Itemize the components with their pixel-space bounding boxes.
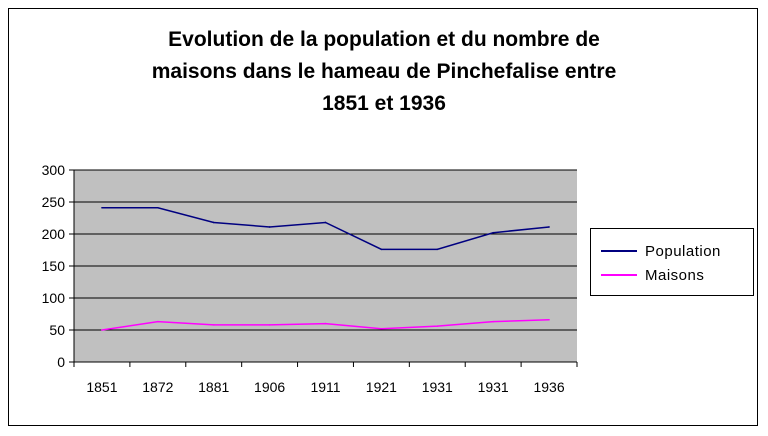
x-tick-label-6: 1931 (422, 379, 453, 395)
legend-label-maisons: Maisons (645, 266, 705, 284)
data-point-population-7 (492, 231, 494, 234)
data-point-population-0 (101, 206, 103, 209)
y-tick-label-250: 250 (42, 194, 66, 210)
legend-swatch-maisons (601, 274, 637, 276)
y-tick-label-150: 150 (42, 258, 66, 274)
data-point-population-3 (268, 226, 271, 228)
chart-title: Evolution de la population et du nombre … (151, 28, 617, 115)
x-tick-label-0: 1851 (86, 379, 117, 395)
legend-item-maisons: Maisons (601, 265, 704, 285)
x-tick-label-7: 1931 (478, 379, 509, 395)
data-point-maisons-6 (436, 325, 439, 327)
y-tick-label-0: 0 (57, 354, 65, 370)
data-point-population-6 (436, 248, 439, 251)
data-point-maisons-8 (548, 318, 550, 321)
data-point-population-1 (157, 206, 159, 209)
x-tick-label-2: 1881 (198, 379, 229, 395)
y-tick-label-200: 200 (42, 226, 66, 242)
data-point-population-4 (324, 221, 327, 224)
data-point-maisons-3 (268, 324, 271, 326)
data-point-population-2 (212, 221, 215, 224)
x-tick-label-4: 1911 (310, 379, 340, 395)
legend-swatch-population (601, 250, 637, 252)
x-tick-label-5: 1921 (366, 379, 397, 395)
data-point-maisons-4 (324, 322, 327, 325)
chart-legend: Population Maisons (590, 228, 754, 296)
legend-label-population: Population (645, 242, 721, 260)
data-point-population-5 (380, 248, 383, 251)
data-point-maisons-0 (101, 329, 103, 331)
x-tick-label-3: 1906 (254, 379, 285, 395)
x-tick-label-1: 1872 (142, 379, 173, 395)
y-tick-label-50: 50 (49, 322, 65, 338)
legend-item-population: Population (601, 241, 721, 261)
x-tick-label-8: 1936 (533, 379, 564, 395)
data-point-maisons-7 (492, 320, 494, 323)
y-tick-label-100: 100 (42, 290, 66, 306)
y-tick-label-300: 300 (42, 162, 66, 178)
data-point-maisons-1 (157, 320, 159, 323)
data-point-maisons-5 (380, 327, 383, 330)
data-point-maisons-2 (212, 324, 215, 326)
data-point-population-8 (548, 226, 550, 228)
